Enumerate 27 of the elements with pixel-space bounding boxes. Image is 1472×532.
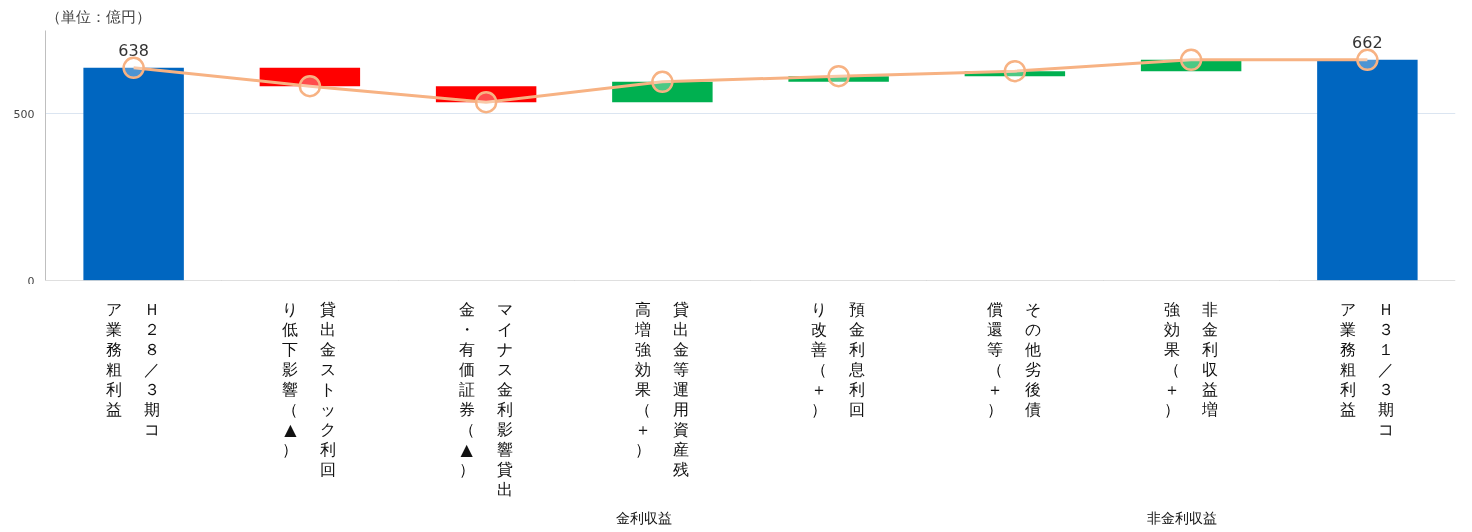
point (298, 74, 322, 98)
point (1179, 48, 1203, 72)
point (1356, 48, 1379, 72)
point (122, 56, 145, 80)
point (651, 70, 674, 94)
y-tick-label: 500 (13, 107, 35, 121)
text: 金利収益 (615, 510, 674, 528)
text: 非金利収益 (1145, 510, 1218, 528)
text: （単位：億円） (45, 7, 151, 26)
point (1003, 59, 1027, 83)
category-label: Ｈ２８／３期コア業務粗利益 (106, 300, 161, 439)
category-label: マイナス金利影響貸出金・有価証券（▲） (458, 300, 513, 499)
bar (612, 81, 713, 103)
y-tick-label: 0 (27, 274, 35, 288)
bar (83, 67, 184, 281)
category-label: 非金利収益増強効果（＋） (1163, 300, 1218, 419)
data-label: 662 (1352, 32, 1383, 52)
bar (259, 67, 361, 87)
category-label: その他劣後債償還等（＋） (987, 300, 1042, 419)
category-label: 貸出金等運用資産残高増強効果（＋） (634, 300, 689, 479)
data-label: 638 (118, 40, 149, 60)
point (474, 90, 498, 114)
category-label: Ｈ３１／３期コア業務粗利益 (1339, 300, 1394, 439)
category-label: 預金利息利回り改善（＋） (811, 300, 866, 419)
category-label: 貸出金ストック利回り低下影響（▲） (282, 300, 337, 479)
point (827, 64, 850, 88)
bar (1317, 59, 1418, 281)
